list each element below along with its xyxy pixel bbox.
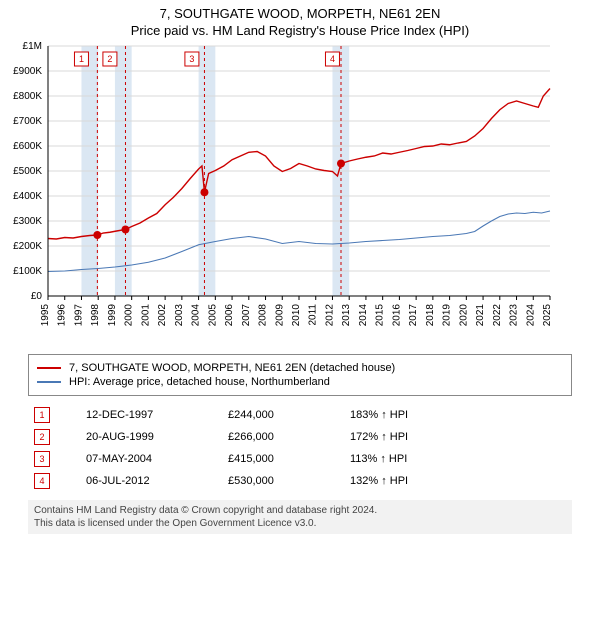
chart-subtitle: Price paid vs. HM Land Registry's House … [0, 23, 600, 38]
svg-text:2: 2 [107, 54, 112, 64]
tx-ratio: 183% ↑ HPI [344, 404, 572, 426]
svg-text:£600K: £600K [13, 141, 42, 152]
tx-marker: 4 [34, 473, 50, 489]
svg-text:£400K: £400K [13, 191, 42, 202]
table-row: 1 12-DEC-1997£244,000183% ↑ HPI [28, 404, 572, 426]
svg-text:2020: 2020 [458, 304, 469, 327]
tx-price: £415,000 [222, 448, 344, 470]
svg-text:£1M: £1M [23, 41, 42, 52]
svg-text:2016: 2016 [391, 304, 402, 327]
tx-ratio: 113% ↑ HPI [344, 448, 572, 470]
svg-text:£200K: £200K [13, 241, 42, 252]
svg-text:2013: 2013 [341, 304, 352, 327]
tx-ratio: 132% ↑ HPI [344, 470, 572, 492]
chart-title: 7, SOUTHGATE WOOD, MORPETH, NE61 2EN [0, 6, 600, 21]
tx-marker: 2 [34, 429, 50, 445]
price-chart: £0 £100K £200K £300K £400K £500K £600K £700K £80… [0, 38, 560, 348]
svg-text:4: 4 [330, 54, 335, 64]
tx-date: 06-JUL-2012 [80, 470, 222, 492]
footer-line-2: This data is licensed under the Open Gov… [34, 517, 566, 530]
table-row: 3 07-MAY-2004£415,000113% ↑ HPI [28, 448, 572, 470]
svg-text:2001: 2001 [140, 304, 151, 327]
svg-text:2010: 2010 [291, 304, 302, 327]
attribution-footer: Contains HM Land Registry data © Crown c… [28, 500, 572, 534]
svg-text:£700K: £700K [13, 116, 42, 127]
svg-text:2014: 2014 [358, 304, 369, 327]
svg-text:2011: 2011 [308, 304, 319, 326]
table-row: 2 20-AUG-1999£266,000172% ↑ HPI [28, 426, 572, 448]
tx-date: 12-DEC-1997 [80, 404, 222, 426]
svg-text:2003: 2003 [174, 304, 185, 327]
svg-text:2012: 2012 [324, 304, 335, 327]
transactions-table: 1 12-DEC-1997£244,000183% ↑ HPI 2 20-AUG-19… [28, 404, 572, 492]
tx-date: 20-AUG-1999 [80, 426, 222, 448]
svg-text:1999: 1999 [107, 304, 118, 327]
svg-text:£300K: £300K [13, 216, 42, 227]
svg-text:2021: 2021 [475, 304, 486, 327]
svg-text:2002: 2002 [157, 304, 168, 327]
tx-date: 07-MAY-2004 [80, 448, 222, 470]
svg-text:£800K: £800K [13, 91, 42, 102]
tx-marker: 3 [34, 451, 50, 467]
legend-label: 7, SOUTHGATE WOOD, MORPETH, NE61 2EN (de… [69, 361, 395, 375]
svg-text:3: 3 [189, 54, 194, 64]
legend-item: HPI: Average price, detached house, Nort… [37, 375, 563, 389]
svg-text:2000: 2000 [124, 304, 135, 327]
svg-text:£900K: £900K [13, 66, 42, 77]
svg-text:2007: 2007 [241, 304, 252, 327]
chart-titles: 7, SOUTHGATE WOOD, MORPETH, NE61 2EN Pri… [0, 0, 600, 38]
tx-price: £266,000 [222, 426, 344, 448]
legend-label: HPI: Average price, detached house, Nort… [69, 375, 330, 389]
legend-item: 7, SOUTHGATE WOOD, MORPETH, NE61 2EN (de… [37, 361, 563, 375]
svg-text:£500K: £500K [13, 166, 42, 177]
legend-swatch [37, 381, 61, 383]
svg-text:2017: 2017 [408, 304, 419, 327]
tx-ratio: 172% ↑ HPI [344, 426, 572, 448]
tx-marker: 1 [34, 407, 50, 423]
svg-text:2022: 2022 [492, 304, 503, 327]
svg-text:2018: 2018 [425, 304, 436, 327]
svg-text:2024: 2024 [525, 304, 536, 327]
svg-text:£0: £0 [31, 291, 43, 302]
legend: 7, SOUTHGATE WOOD, MORPETH, NE61 2EN (de… [28, 354, 572, 396]
svg-text:1: 1 [79, 54, 84, 64]
svg-text:2008: 2008 [258, 304, 269, 327]
table-row: 4 06-JUL-2012£530,000132% ↑ HPI [28, 470, 572, 492]
svg-text:2005: 2005 [207, 304, 218, 327]
svg-text:2006: 2006 [224, 304, 235, 327]
svg-text:1997: 1997 [73, 304, 84, 327]
svg-text:2004: 2004 [191, 304, 202, 327]
tx-price: £530,000 [222, 470, 344, 492]
footer-line-1: Contains HM Land Registry data © Crown c… [34, 504, 566, 517]
svg-text:2023: 2023 [509, 304, 520, 327]
tx-price: £244,000 [222, 404, 344, 426]
svg-text:1995: 1995 [40, 304, 51, 327]
svg-text:1996: 1996 [57, 304, 68, 327]
svg-text:2009: 2009 [274, 304, 285, 327]
svg-text:£100K: £100K [13, 266, 42, 277]
legend-swatch [37, 367, 61, 369]
svg-text:2025: 2025 [542, 304, 553, 327]
svg-text:1998: 1998 [90, 304, 101, 327]
svg-text:2015: 2015 [375, 304, 386, 327]
svg-text:2019: 2019 [442, 304, 453, 327]
